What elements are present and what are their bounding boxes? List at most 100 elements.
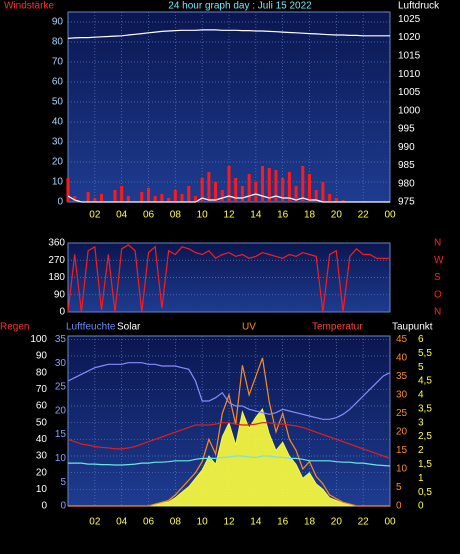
- x-tick-label: 16: [277, 517, 289, 528]
- x-tick-label: 02: [89, 517, 101, 528]
- x-tick-label: 12: [223, 210, 235, 221]
- y-tick-label: 180: [48, 272, 65, 283]
- y-tick-label: 6: [418, 334, 424, 345]
- bar: [294, 186, 298, 202]
- y-tick-label: 30: [36, 451, 48, 462]
- bar: [227, 166, 231, 202]
- x-tick-label: 20: [331, 517, 343, 528]
- bar: [240, 186, 244, 202]
- bar: [267, 168, 271, 202]
- y-tick-label: 90: [36, 351, 48, 362]
- y-tick-label: 0: [396, 501, 402, 512]
- y-tick-label: 25: [55, 382, 67, 393]
- y-tick-label: 360: [48, 238, 65, 249]
- bar: [274, 170, 278, 202]
- bar: [314, 190, 318, 202]
- y-tick-label: 40: [36, 434, 48, 445]
- bar: [187, 186, 191, 202]
- y-tick-label: 10: [55, 453, 67, 464]
- series-line: [67, 193, 390, 203]
- y-tick-label: 0: [41, 501, 47, 512]
- y-tick-label: 2,5: [418, 431, 432, 442]
- y-tick-label: 90: [52, 17, 64, 28]
- y-tick-label: 40: [396, 352, 408, 363]
- series-line: [67, 422, 391, 459]
- y-tick-label: 270: [48, 255, 65, 266]
- y-tick-label: 80: [36, 367, 48, 378]
- x-tick-label: 12: [223, 517, 235, 528]
- x-tick-label: 00: [384, 517, 396, 528]
- series-line: [67, 362, 391, 420]
- y-tick-label: 980: [398, 178, 415, 189]
- bar: [247, 174, 251, 202]
- bar: [173, 190, 177, 202]
- y-tick-label: 1000: [398, 105, 421, 116]
- y-tick-label: 20: [36, 467, 48, 478]
- y-tick-label: 20: [52, 157, 64, 168]
- y-tick-label: 45: [396, 334, 408, 345]
- y-tick-label: 15: [396, 445, 408, 456]
- x-tick-label: 06: [143, 517, 155, 528]
- x-tick-label: 16: [277, 210, 289, 221]
- bar: [301, 166, 305, 202]
- y-tick-label: 35: [55, 334, 67, 345]
- ylabel: Windstärke: [4, 1, 54, 12]
- y-tick-label: 1020: [398, 32, 421, 43]
- y-tick-label: 0: [60, 501, 66, 512]
- y-tick-label: 70: [36, 384, 48, 395]
- x-tick-label: 22: [358, 517, 370, 528]
- x-tick-label: 18: [304, 517, 316, 528]
- x-tick-label: 06: [143, 210, 155, 221]
- bar: [140, 192, 144, 202]
- y-tick-label: N: [434, 238, 441, 249]
- y-tick-label: 4,5: [418, 376, 432, 387]
- bar: [153, 196, 157, 202]
- bar: [193, 196, 197, 202]
- y-tick-label: 30: [396, 390, 408, 401]
- y-tick-label: 10: [36, 484, 48, 495]
- bar: [341, 200, 345, 202]
- y-tick-label: 1015: [398, 50, 421, 61]
- legend-label: Temperatur: [312, 322, 363, 333]
- x-tick-label: 08: [170, 210, 182, 221]
- bar: [328, 194, 332, 202]
- bar: [113, 190, 117, 202]
- y-tick-label: 5: [396, 482, 402, 493]
- title: 24 hour graph day : Juli 15 2022: [168, 1, 312, 12]
- bar: [234, 178, 238, 202]
- y-tick-label: 30: [55, 358, 67, 369]
- x-tick-label: 14: [250, 517, 262, 528]
- x-tick-label: 00: [384, 210, 396, 221]
- bar: [167, 198, 171, 202]
- bar: [287, 172, 291, 202]
- bar: [86, 192, 90, 202]
- y-tick-label: 3: [418, 417, 424, 428]
- y-tick-label: 985: [398, 160, 415, 171]
- y-tick-label: 1,5: [418, 459, 432, 470]
- bar: [321, 182, 325, 202]
- y-tick-label: 5,5: [418, 348, 432, 359]
- y-tick-label: 70: [52, 57, 64, 68]
- bar: [281, 178, 285, 202]
- y-tick-label: 60: [52, 77, 64, 88]
- y-tick-label: 1: [418, 473, 424, 484]
- y-tick-label: 90: [54, 289, 66, 300]
- y-tick-label: 1025: [398, 14, 421, 25]
- y-tick-label: 0: [57, 197, 63, 208]
- series-line: [67, 29, 390, 39]
- x-tick-label: 20: [331, 210, 343, 221]
- bar: [93, 198, 97, 202]
- bar: [180, 194, 184, 202]
- rain-label: Regen: [0, 322, 29, 333]
- legend-label: Luftfeuchte: [66, 322, 116, 333]
- bar: [207, 172, 211, 202]
- y-tick-label: 25: [396, 408, 408, 419]
- y-tick-label: W: [434, 255, 444, 266]
- y-tick-label: 40: [52, 117, 64, 128]
- x-tick-label: 10: [197, 517, 209, 528]
- x-tick-label: 08: [170, 517, 182, 528]
- legend-label: Solar: [117, 322, 141, 333]
- y-tick-label: 3,5: [418, 403, 432, 414]
- y-tick-label: 4: [418, 390, 424, 401]
